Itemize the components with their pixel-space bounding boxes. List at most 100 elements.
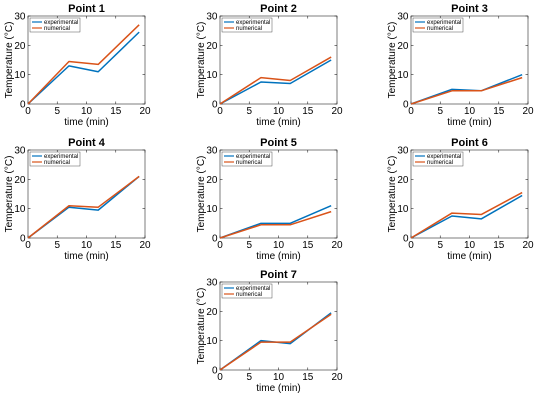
x-tick-label-3: 10 bbox=[464, 106, 476, 117]
x-tick-label-3: 5 bbox=[437, 106, 443, 117]
y-tick-label-6: 20 bbox=[397, 175, 409, 186]
x-tick-label-1: 10 bbox=[81, 106, 93, 117]
x-tick-label-4: 10 bbox=[81, 240, 93, 251]
legend-label-experimental-2: experimental bbox=[236, 20, 270, 26]
x-tick-label-4: 0 bbox=[25, 240, 31, 251]
legend-box-2 bbox=[221, 17, 273, 33]
y-tick-label-7: 30 bbox=[206, 278, 218, 289]
chart-title-6: Point 6 bbox=[451, 137, 488, 149]
x-axis-label-6: time (min) bbox=[447, 251, 491, 262]
y-tick-label-2: 20 bbox=[206, 41, 218, 52]
y-tick-label-7: 20 bbox=[206, 307, 218, 318]
series-line-numerical-6 bbox=[410, 191, 523, 239]
series-line-numerical-3 bbox=[410, 76, 523, 105]
series-line-experimental-6 bbox=[410, 194, 523, 239]
y-tick-label-4: 0 bbox=[20, 234, 26, 245]
x-tick-label-7: 0 bbox=[217, 372, 223, 383]
y-axis-label-2: Temperature (°C) bbox=[196, 22, 207, 99]
y-tick-label-6: 30 bbox=[397, 146, 409, 157]
series-line-numerical-2 bbox=[219, 56, 332, 105]
series-line-experimental-1 bbox=[27, 31, 140, 105]
y-tick-label-4: 30 bbox=[14, 146, 26, 157]
y-tick-label-3: 20 bbox=[397, 41, 409, 52]
chart-title-1: Point 1 bbox=[68, 3, 105, 15]
x-tick-label-5: 10 bbox=[273, 240, 285, 251]
x-axis-label-3: time (min) bbox=[447, 117, 491, 128]
x-tick-label-1: 20 bbox=[139, 106, 151, 117]
chart-title-4: Point 4 bbox=[68, 137, 106, 149]
x-tick-label-5: 5 bbox=[246, 240, 252, 251]
x-tick-label-6: 10 bbox=[464, 240, 476, 251]
y-axis-label-3: Temperature (°C) bbox=[387, 22, 398, 99]
x-tick-label-4: 5 bbox=[54, 240, 60, 251]
x-tick-label-7: 20 bbox=[331, 372, 343, 383]
y-tick-label-3: 0 bbox=[403, 100, 409, 111]
y-axis-label-1: Temperature (°C) bbox=[4, 22, 15, 99]
legend-label-numerical-3: numerical bbox=[427, 26, 453, 32]
x-axis-label-5: time (min) bbox=[256, 251, 300, 262]
chart-title-7: Point 7 bbox=[260, 269, 297, 281]
y-tick-label-3: 30 bbox=[397, 12, 409, 23]
x-tick-label-7: 5 bbox=[246, 372, 252, 383]
x-tick-label-4: 15 bbox=[110, 240, 122, 251]
x-tick-label-5: 15 bbox=[302, 240, 314, 251]
x-tick-label-5: 20 bbox=[331, 240, 343, 251]
y-tick-label-7: 0 bbox=[212, 366, 218, 377]
y-tick-label-1: 10 bbox=[14, 70, 26, 81]
x-tick-label-2: 20 bbox=[331, 106, 343, 117]
x-tick-label-5: 0 bbox=[217, 240, 223, 251]
x-axis-label-4: time (min) bbox=[64, 251, 108, 262]
chart-panel-4: Point 4 0 5 10 15 20 0 10 20 30 time (min) Temperat… bbox=[4, 137, 151, 262]
x-tick-label-1: 5 bbox=[54, 106, 60, 117]
legend-box-3 bbox=[412, 17, 464, 33]
y-tick-label-1: 20 bbox=[14, 41, 26, 52]
chart-title-3: Point 3 bbox=[451, 3, 488, 15]
x-axis-label-1: time (min) bbox=[64, 117, 108, 128]
x-axis-label-7: time (min) bbox=[256, 383, 300, 394]
series-line-numerical-7 bbox=[219, 313, 332, 371]
y-tick-label-1: 0 bbox=[20, 100, 26, 111]
legend-label-numerical-6: numerical bbox=[427, 160, 453, 166]
legend-label-experimental-4: experimental bbox=[44, 154, 78, 160]
y-tick-label-5: 0 bbox=[212, 234, 218, 245]
y-tick-label-4: 20 bbox=[14, 175, 26, 186]
legend-label-numerical-1: numerical bbox=[44, 26, 70, 32]
x-tick-label-2: 0 bbox=[217, 106, 223, 117]
legend-label-experimental-3: experimental bbox=[427, 20, 461, 26]
legend-label-numerical-7: numerical bbox=[236, 292, 262, 298]
legend-label-experimental-1: experimental bbox=[44, 20, 78, 26]
x-tick-label-1: 0 bbox=[25, 106, 31, 117]
legend-label-numerical-5: numerical bbox=[236, 160, 262, 166]
chart-panel-3: Point 3 0 5 10 15 20 0 10 20 30 time (min) Temperat… bbox=[387, 3, 534, 128]
legend-label-experimental-5: experimental bbox=[236, 154, 270, 160]
y-tick-label-2: 0 bbox=[212, 100, 218, 111]
x-tick-label-2: 15 bbox=[302, 106, 314, 117]
chart-panel-6: Point 6 0 5 10 15 20 0 10 20 30 time (min) Temperat… bbox=[387, 137, 534, 262]
y-tick-label-5: 30 bbox=[206, 146, 218, 157]
legend-box-7 bbox=[221, 283, 273, 299]
legend-box-1 bbox=[29, 17, 81, 33]
series-line-numerical-1 bbox=[27, 24, 140, 105]
y-tick-label-1: 30 bbox=[14, 12, 26, 23]
x-tick-label-6: 0 bbox=[408, 240, 414, 251]
legend-label-experimental-7: experimental bbox=[236, 286, 270, 292]
x-tick-label-2: 5 bbox=[246, 106, 252, 117]
x-tick-label-4: 20 bbox=[139, 240, 151, 251]
x-tick-label-3: 15 bbox=[493, 106, 505, 117]
chart-panel-1: Point 1 0 5 10 15 20 0 10 20 30 time (min) Temperat… bbox=[4, 3, 151, 128]
y-tick-label-4: 10 bbox=[14, 204, 26, 215]
series-line-experimental-2 bbox=[219, 59, 332, 105]
y-tick-label-3: 10 bbox=[397, 70, 409, 81]
chart-panel-7: Point 7 0 5 10 15 20 0 10 20 30 time (min) Temperat… bbox=[196, 269, 343, 394]
legend-label-experimental-6: experimental bbox=[427, 154, 461, 160]
x-tick-label-7: 10 bbox=[273, 372, 285, 383]
x-tick-label-3: 20 bbox=[522, 106, 534, 117]
y-tick-label-6: 10 bbox=[397, 204, 409, 215]
x-tick-label-3: 0 bbox=[408, 106, 414, 117]
legend-box-4 bbox=[29, 151, 81, 167]
y-axis-label-4: Temperature (°C) bbox=[4, 156, 15, 233]
chart-panel-5: Point 5 0 5 10 15 20 0 10 20 30 time (min) Temperat… bbox=[196, 137, 343, 262]
y-axis-label-5: Temperature (°C) bbox=[196, 156, 207, 233]
y-tick-label-5: 20 bbox=[206, 175, 218, 186]
